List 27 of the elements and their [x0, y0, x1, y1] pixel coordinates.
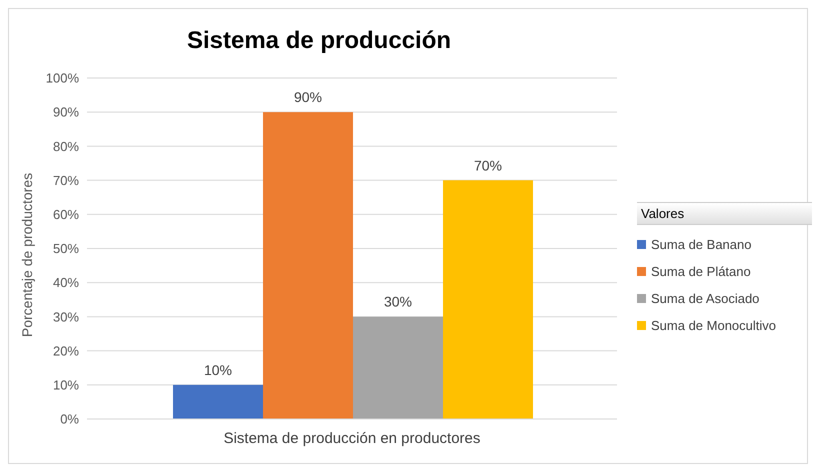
- bar: [353, 316, 443, 419]
- y-tick-label: 50%: [52, 241, 80, 256]
- chart-title: Sistema de producción: [186, 27, 452, 55]
- data-label: 90%: [294, 89, 322, 106]
- bar: [173, 384, 263, 419]
- legend-label: Suma de Banano: [651, 237, 752, 252]
- y-tick-label: 70%: [52, 172, 80, 188]
- legend-label: Suma de Plátano: [651, 264, 751, 279]
- data-label: 70%: [474, 157, 502, 174]
- data-label: 10%: [204, 362, 232, 378]
- bar: [443, 180, 533, 419]
- y-tick-label: 0%: [60, 412, 80, 427]
- bar: [263, 112, 353, 419]
- y-axis-title: Porcentaje de productores: [19, 172, 35, 338]
- x-axis-title: Sistema de producción en productores: [222, 430, 482, 447]
- y-tick-label: 100%: [46, 70, 80, 86]
- y-tick-label: 90%: [52, 104, 80, 120]
- y-tick-label: 20%: [52, 343, 80, 358]
- y-tick-label: 10%: [52, 378, 80, 393]
- legend-label: Suma de Asociado: [651, 291, 760, 306]
- legend-label: Suma de Monocultivo: [651, 318, 776, 333]
- legend-title: Valores: [637, 202, 812, 225]
- data-label: 30%: [384, 294, 412, 310]
- y-tick-label: 60%: [52, 207, 80, 222]
- y-tick-label: 40%: [52, 275, 80, 290]
- y-tick-label: 30%: [52, 309, 80, 324]
- y-tick-label: 80%: [52, 138, 80, 154]
